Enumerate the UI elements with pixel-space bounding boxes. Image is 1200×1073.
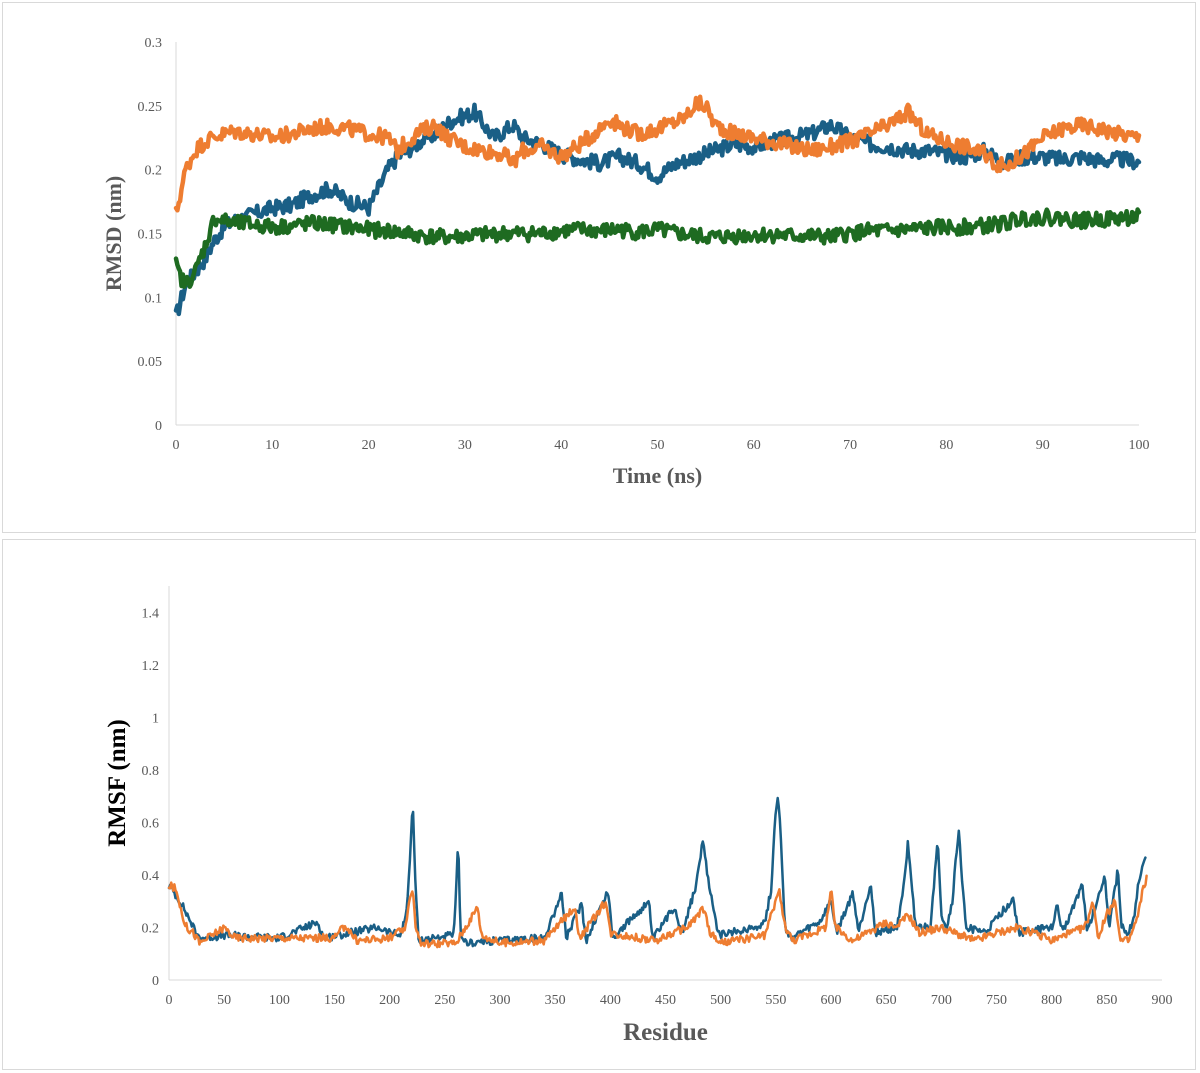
x-tick-label: 250: [434, 993, 455, 1008]
x-tick-label: 300: [490, 993, 511, 1008]
rmsf-chart: 0 0.2 0.4 0.6 0.8 1 1.2 1.4 0 50 100 150 200 250 300 35…: [104, 586, 1173, 1046]
x-axis-title: Residue: [623, 1019, 708, 1046]
x-tick-label: 0: [166, 993, 173, 1008]
rmsf-chart-panel: 0 0.2 0.4 0.6 0.8 1 1.2 1.4 0 50 100 150 200 250 300 35…: [2, 539, 1196, 1070]
x-tick-label: 50: [651, 438, 665, 453]
x-tick-label: 750: [986, 993, 1007, 1008]
x-tick-label: 350: [545, 993, 566, 1008]
y-tick-label: 0.2: [142, 921, 160, 936]
x-tick-label: 70: [843, 438, 857, 453]
series-line-orange: [167, 874, 1148, 949]
y-axis-title: RMSD (nm): [101, 176, 126, 292]
x-tick-label: 850: [1096, 993, 1117, 1008]
y-tick-label: 0.2: [145, 164, 163, 179]
x-tick-label: 100: [1129, 438, 1150, 453]
y-tick-label: 0: [152, 974, 159, 989]
x-tick-label: 20: [362, 438, 376, 453]
x-tick-label: 90: [1036, 438, 1050, 453]
x-tick-label: 80: [939, 438, 953, 453]
x-tick-label: 600: [821, 993, 842, 1008]
x-tick-label: 900: [1152, 993, 1173, 1008]
y-tick-label: 1.2: [142, 659, 160, 674]
y-tick-label: 0.6: [142, 816, 160, 831]
y-tick-label: 0.3: [145, 36, 163, 51]
x-tick-label: 150: [324, 993, 345, 1008]
y-tick-label: 0.1: [145, 291, 163, 306]
x-tick-label: 550: [765, 993, 786, 1008]
x-tick-label: 40: [554, 438, 568, 453]
x-tick-label: 100: [269, 993, 290, 1008]
rmsd-chart-panel: 0 0.05 0.1 0.15 0.2 0.25 0.3 0 10 20 30 40 50 60 70 80 9…: [2, 2, 1196, 533]
x-tick-label: 800: [1041, 993, 1062, 1008]
series-line-green: [173, 207, 1142, 289]
y-tick-label: 1: [152, 711, 159, 726]
y-tick-label: 0.8: [142, 764, 160, 779]
y-tick-label: 0: [155, 419, 162, 434]
x-tick-label: 500: [710, 993, 731, 1008]
y-axis-title: RMSF (nm): [104, 719, 131, 847]
x-tick-label: 50: [217, 993, 231, 1008]
x-tick-label: 10: [265, 438, 279, 453]
x-tick-label: 60: [747, 438, 761, 453]
x-axis-title: Time (ns): [613, 463, 702, 488]
y-tick-label: 0.25: [138, 100, 163, 115]
x-tick-label: 450: [655, 993, 676, 1008]
y-tick-label: 0.05: [138, 355, 163, 370]
x-tick-label: 650: [876, 993, 897, 1008]
x-tick-label: 700: [931, 993, 952, 1008]
series-line-blue: [173, 102, 1142, 317]
x-tick-label: 30: [458, 438, 472, 453]
x-tick-label: 0: [173, 438, 180, 453]
x-tick-label: 200: [379, 993, 400, 1008]
series-line-blue: [167, 796, 1147, 948]
series-line-orange: [173, 94, 1142, 213]
y-tick-label: 0.15: [138, 228, 163, 243]
y-tick-label: 1.4: [142, 606, 160, 621]
rmsd-chart: 0 0.05 0.1 0.15 0.2 0.25 0.3 0 10 20 30 40 50 60 70 80 9…: [101, 36, 1150, 488]
x-tick-label: 400: [600, 993, 621, 1008]
y-tick-label: 0.4: [142, 869, 160, 884]
